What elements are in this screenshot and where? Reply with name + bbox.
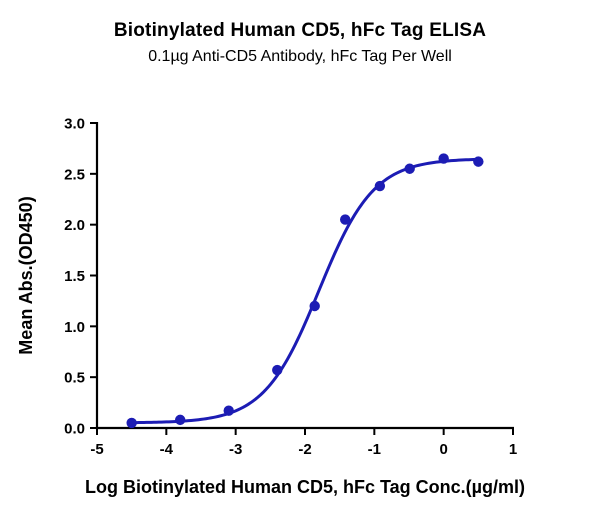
axes bbox=[95, 122, 514, 430]
data-point bbox=[438, 153, 449, 164]
x-tick-label: -5 bbox=[90, 441, 103, 458]
y-tick-label: 3.0 bbox=[64, 116, 85, 133]
data-point bbox=[404, 163, 415, 174]
tick-labels: -5 -4 -3 -2 -1 0 1 0.0 0.5 1.0 1.5 2.0 2.5 3.0 bbox=[64, 116, 517, 459]
x-tick-label: -3 bbox=[229, 441, 242, 458]
data-point bbox=[272, 364, 283, 376]
y-tick-label: 0.5 bbox=[64, 370, 85, 387]
data-point bbox=[126, 417, 137, 429]
data-point bbox=[223, 405, 234, 416]
x-tick-label: 0 bbox=[439, 441, 447, 458]
x-tick-label: -4 bbox=[160, 441, 174, 458]
y-tick-label: 1.5 bbox=[64, 268, 85, 285]
data-point bbox=[340, 214, 351, 225]
data-points bbox=[126, 153, 484, 429]
data-point bbox=[374, 180, 386, 192]
chart-title: Biotinylated Human CD5, hFc Tag ELISA bbox=[113, 20, 487, 41]
x-axis-label: Log Biotinylated Human CD5, hFc Tag Conc… bbox=[85, 477, 525, 497]
y-tick-label: 1.0 bbox=[64, 319, 85, 336]
dose-response-curve bbox=[130, 157, 480, 425]
data-point bbox=[309, 300, 320, 312]
tick-marks bbox=[90, 122, 514, 435]
data-point bbox=[473, 156, 484, 167]
data-point bbox=[175, 414, 186, 426]
chart-subtitle: 0.1µg Anti-CD5 Antibody, hFc Tag Per Wel… bbox=[148, 48, 452, 65]
x-tick-label: -2 bbox=[298, 441, 311, 458]
y-tick-label: 2.5 bbox=[64, 166, 85, 183]
y-axis-label: Mean Abs.(OD450) bbox=[16, 196, 36, 354]
x-tick-label: 1 bbox=[509, 441, 517, 458]
y-tick-label: 0.0 bbox=[64, 421, 85, 438]
y-tick-label: 2.0 bbox=[64, 217, 85, 234]
x-tick-label: -1 bbox=[368, 441, 381, 458]
fit-curve bbox=[130, 157, 480, 425]
